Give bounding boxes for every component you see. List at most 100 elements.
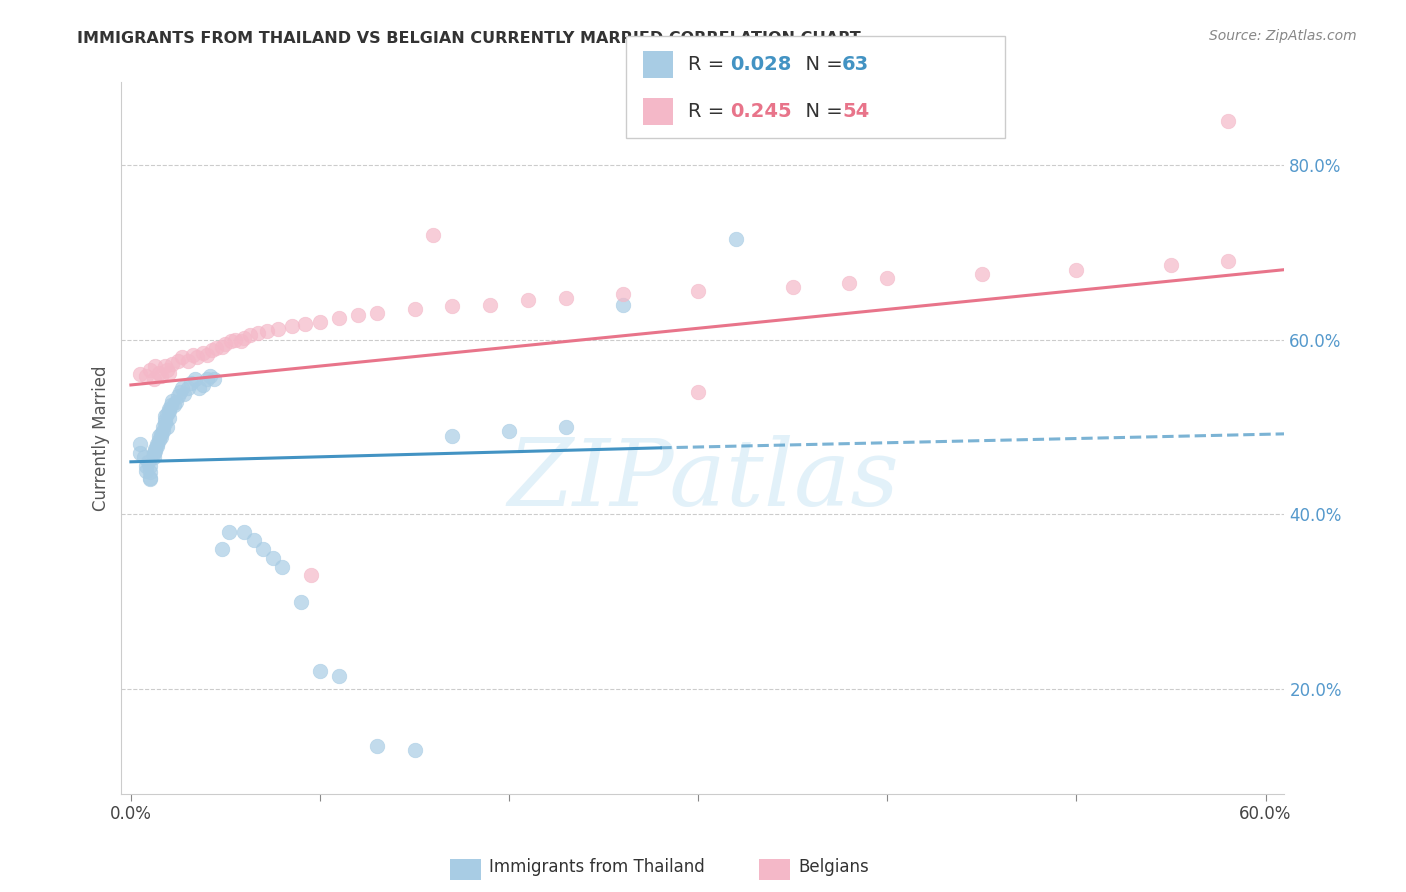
- Point: [309, 315, 332, 329]
- Point: [148, 366, 170, 380]
- Point: [1160, 258, 1182, 272]
- Point: [145, 442, 167, 456]
- Point: [142, 446, 165, 460]
- Point: [299, 568, 322, 582]
- Point: [162, 393, 184, 408]
- Point: [782, 280, 804, 294]
- Text: 0.028: 0.028: [730, 55, 792, 74]
- Point: [180, 376, 202, 391]
- Point: [173, 386, 195, 401]
- Point: [153, 413, 176, 427]
- Point: [256, 324, 278, 338]
- Point: [219, 334, 242, 349]
- Point: [148, 433, 170, 447]
- Text: R =: R =: [688, 55, 730, 74]
- Point: [195, 348, 218, 362]
- Point: [135, 464, 157, 478]
- Point: [218, 524, 240, 539]
- Point: [156, 363, 179, 377]
- Point: [145, 359, 167, 373]
- Point: [142, 372, 165, 386]
- Point: [688, 384, 710, 399]
- Point: [1066, 262, 1088, 277]
- Point: [294, 317, 316, 331]
- Point: [479, 297, 502, 311]
- Point: [152, 420, 174, 434]
- Point: [129, 368, 152, 382]
- Point: [195, 372, 218, 386]
- Text: N =: N =: [793, 102, 849, 121]
- Point: [146, 437, 169, 451]
- Point: [309, 665, 332, 679]
- Point: [157, 366, 180, 380]
- Point: [157, 402, 180, 417]
- Point: [169, 384, 191, 399]
- Point: [554, 420, 576, 434]
- Point: [233, 524, 256, 539]
- Point: [202, 372, 225, 386]
- Text: R =: R =: [688, 102, 730, 121]
- Point: [205, 341, 228, 355]
- Point: [129, 437, 152, 451]
- Point: [267, 322, 290, 336]
- Point: [838, 276, 860, 290]
- Point: [135, 459, 157, 474]
- Point: [328, 310, 350, 325]
- Point: [1216, 254, 1239, 268]
- Point: [233, 331, 256, 345]
- Point: [150, 369, 173, 384]
- Point: [129, 446, 152, 460]
- Point: [139, 465, 162, 479]
- Point: [139, 472, 162, 486]
- Point: [224, 333, 246, 347]
- Point: [181, 348, 204, 362]
- Point: [422, 227, 444, 242]
- Point: [139, 363, 162, 377]
- Point: [176, 380, 198, 394]
- Point: [404, 743, 426, 757]
- Point: [170, 350, 193, 364]
- Point: [612, 287, 634, 301]
- Point: [200, 369, 222, 384]
- Point: [346, 308, 368, 322]
- Point: [139, 470, 162, 484]
- Point: [186, 350, 208, 364]
- Point: [134, 450, 156, 465]
- Point: [176, 354, 198, 368]
- Text: 54: 54: [842, 102, 869, 121]
- Point: [153, 359, 176, 373]
- Point: [290, 594, 312, 608]
- Point: [184, 372, 207, 386]
- Point: [970, 267, 993, 281]
- Y-axis label: Currently Married: Currently Married: [93, 365, 110, 510]
- Point: [163, 398, 186, 412]
- Point: [146, 439, 169, 453]
- Point: [554, 291, 576, 305]
- Point: [165, 395, 187, 409]
- Point: [145, 444, 167, 458]
- Point: [243, 533, 266, 548]
- Point: [280, 319, 302, 334]
- Point: [157, 411, 180, 425]
- Point: [201, 343, 224, 357]
- Text: N =: N =: [793, 55, 849, 74]
- Text: ZIPatlas: ZIPatlas: [508, 435, 898, 525]
- Point: [404, 301, 426, 316]
- Point: [152, 424, 174, 438]
- Point: [1216, 114, 1239, 128]
- Point: [328, 669, 350, 683]
- Point: [153, 409, 176, 424]
- Point: [688, 284, 710, 298]
- Point: [211, 339, 233, 353]
- Point: [252, 542, 274, 557]
- Point: [211, 542, 233, 557]
- Point: [517, 293, 540, 308]
- Text: Source: ZipAtlas.com: Source: ZipAtlas.com: [1209, 29, 1357, 43]
- Point: [170, 380, 193, 394]
- Point: [159, 398, 181, 412]
- Point: [191, 378, 214, 392]
- Point: [156, 407, 179, 421]
- Point: [188, 380, 211, 394]
- Point: [148, 428, 170, 442]
- Point: [366, 306, 388, 320]
